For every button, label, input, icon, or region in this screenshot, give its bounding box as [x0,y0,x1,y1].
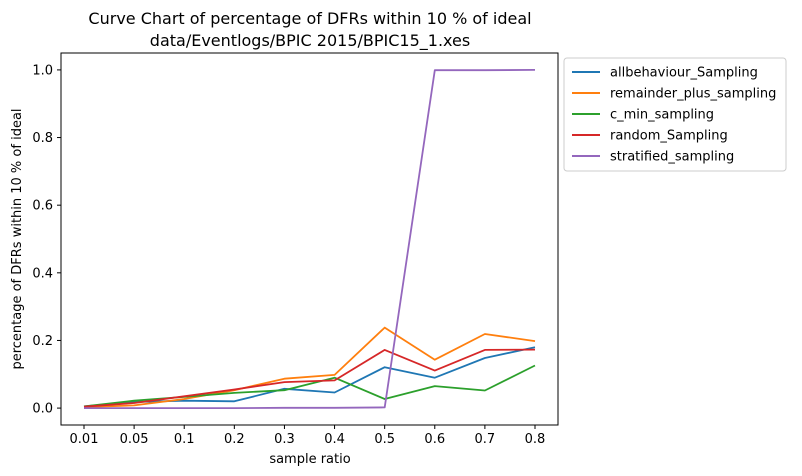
legend-box [563,57,787,172]
x-tick-label: 0.3 [274,432,295,447]
x-tick-label: 0.6 [424,432,445,447]
y-axis-label: percentage of DFRs within 10 % of ideal [10,108,25,369]
plot-frame [60,52,559,426]
x-tick-label: 0.05 [120,432,149,447]
legend-label: random_Sampling [610,129,728,144]
y-tick-label: 0.8 [32,131,53,146]
x-tick-label: 0.7 [475,432,496,447]
x-tick-label: 0.1 [174,432,195,447]
x-axis-label: sample ratio [269,452,350,467]
x-tick-label: 0.4 [324,432,345,447]
series-line-stratified_sampling [84,69,536,410]
x-tick-label: 0.01 [70,432,99,447]
y-tick-label: 0.2 [32,334,53,349]
legend-label: remainder_plus_sampling [610,87,776,102]
y-tick-label: 1.0 [32,63,53,78]
chart-subtitle: data/Eventlogs/BPIC 2015/BPIC15_1.xes [150,31,470,51]
y-tick-label: 0.4 [32,266,53,281]
series-line-random_Sampling [83,348,536,408]
chart-title: Curve Chart of percentage of DFRs within… [88,9,531,28]
y-tick-label: 0.0 [32,402,53,417]
plot-lines [83,69,536,410]
legend: allbehaviour_Sampling remainder_plus_samp… [563,57,787,172]
series-line-remainder_plus_sampling [83,326,536,408]
x-tick-label: 0.8 [525,432,546,447]
x-tick-label: 0.5 [374,432,395,447]
x-axis-ticks: 0.01 0.05 0.1 0.2 0.3 0.4 0.5 0.6 0.7 0.8 [70,425,546,447]
legend-label: stratified_sampling [610,150,734,165]
legend-label: allbehaviour_Sampling [610,66,758,81]
y-axis-ticks: 0.0 0.2 0.4 0.6 0.8 1.0 [32,63,61,417]
y-tick-label: 0.6 [32,199,53,214]
legend-label: c_min_sampling [610,108,714,123]
x-tick-label: 0.2 [224,432,245,447]
